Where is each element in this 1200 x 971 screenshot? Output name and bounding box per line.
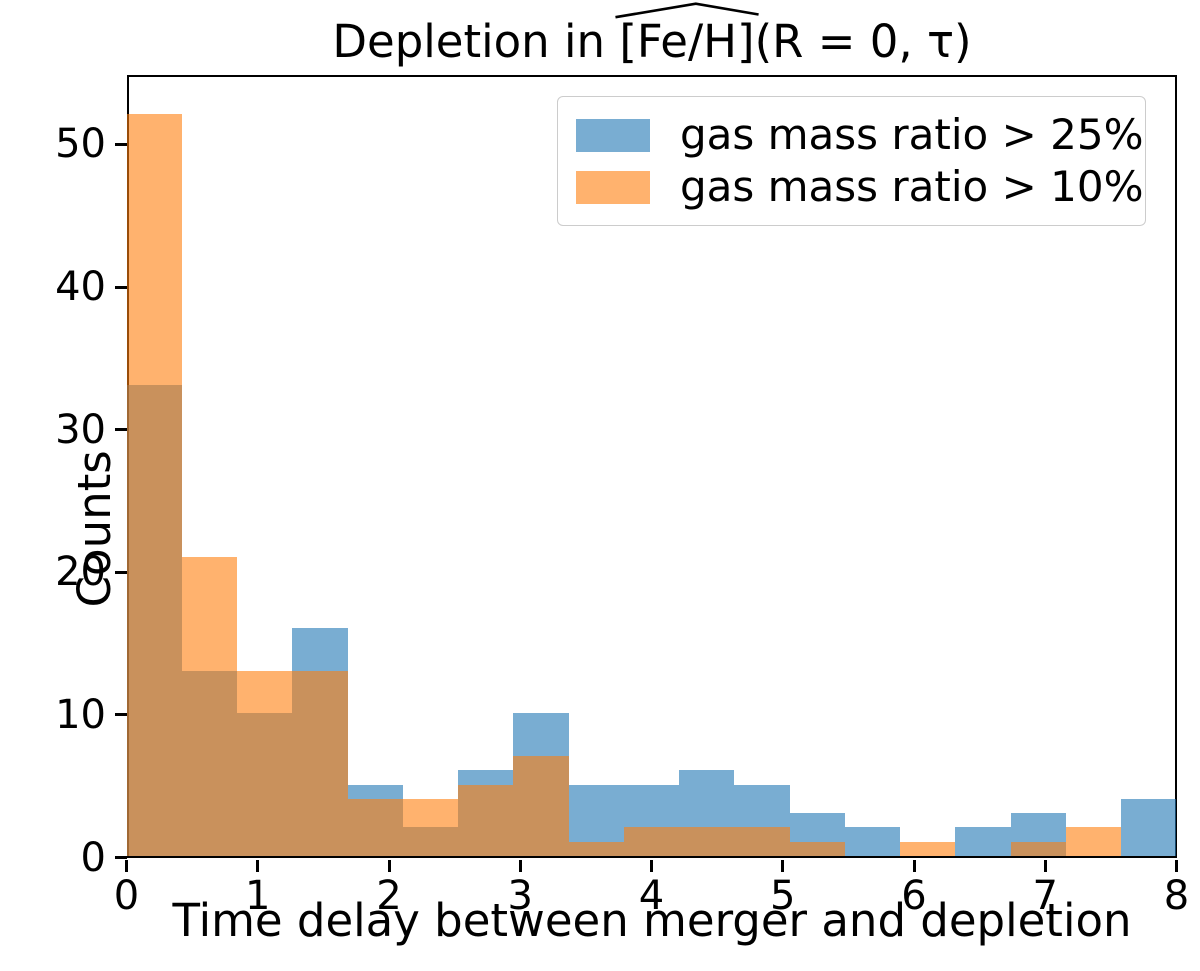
y-tick-mark (115, 428, 127, 432)
x-tick-label: 8 (1163, 873, 1190, 919)
chart-title: Depletion in [Fe/H](R = 0, τ) (127, 14, 1177, 70)
y-tick-mark (115, 285, 127, 289)
x-tick-mark (256, 860, 260, 872)
y-tick-label: 40 (55, 264, 106, 310)
x-tick-mark (1175, 860, 1178, 872)
histogram-bar-series2-bin11 (679, 827, 735, 856)
x-tick-label: 0 (113, 873, 140, 919)
histogram-bar-series2-bin15 (900, 841, 956, 856)
legend-label: gas mass ratio > 10% (680, 162, 1144, 211)
x-tick-label: 4 (638, 873, 665, 919)
x-tick-mark (1043, 860, 1047, 872)
y-tick-mark (115, 856, 127, 859)
widehat-icon (614, 1, 760, 19)
x-tick-label: 1 (245, 873, 271, 919)
chart-title-hatted: [Fe/H] (619, 15, 755, 68)
histogram-bar-series2-bin8 (513, 756, 569, 856)
legend-swatch-icon (576, 118, 650, 152)
histogram-bar-series2-bin10 (623, 827, 680, 856)
histogram-bar-series2-bin5 (347, 798, 403, 856)
x-tick-mark (387, 860, 391, 872)
histogram-bar-series1-bin14 (844, 827, 901, 856)
y-tick-label: 10 (55, 691, 106, 738)
histogram-bar-series2-bin1 (126, 114, 182, 856)
legend-entry-1: gas mass ratio > 25% (576, 114, 1143, 156)
histogram-bar-series2-bin7 (458, 784, 514, 856)
widehat-accent-group: [Fe/H] (619, 14, 754, 70)
y-tick-label: 20 (55, 549, 106, 596)
x-tick-label: 6 (901, 873, 927, 919)
y-tick-mark (115, 570, 127, 574)
histogram-bar-series2-bin18 (1065, 827, 1122, 856)
histogram-bar-series1-bin16 (955, 827, 1011, 856)
legend-swatch-icon (576, 170, 650, 204)
x-tick-mark (912, 860, 916, 872)
legend-label: gas mass ratio > 25% (680, 110, 1144, 159)
histogram-bar-series2-bin12 (734, 827, 790, 856)
chart-title-prefix: Depletion in (332, 15, 620, 68)
histogram-bar-series2-bin6 (402, 798, 459, 856)
y-tick-mark (115, 142, 127, 146)
x-tick-label: 3 (507, 873, 533, 919)
y-tick-mark (115, 713, 127, 717)
histogram-bar-series2-bin9 (568, 841, 624, 856)
histogram-bar-series2-bin2 (181, 556, 238, 856)
histogram-bar-series1-bin19 (1121, 798, 1177, 856)
y-tick-label: 0 (80, 834, 106, 881)
y-tick-label: 50 (55, 121, 106, 168)
histogram-bar-series2-bin17 (1010, 841, 1066, 856)
x-tick-mark (125, 860, 128, 872)
x-tick-label: 5 (770, 873, 796, 919)
legend-entry-2: gas mass ratio > 10% (576, 166, 1143, 208)
histogram-bar-series2-bin4 (292, 670, 348, 856)
histogram-bar-series2-bin3 (237, 670, 293, 856)
x-tick-label: 2 (376, 873, 402, 919)
y-tick-label: 30 (55, 406, 106, 453)
chart-title-suffix: (R = 0, τ) (754, 15, 972, 68)
x-axis-label: Time delay between merger and depletion (172, 894, 1132, 947)
x-tick-label: 7 (1032, 873, 1058, 919)
x-tick-mark (650, 860, 653, 872)
x-tick-mark (781, 860, 785, 872)
histogram-bar-series2-bin13 (789, 841, 845, 856)
x-tick-mark (518, 860, 522, 872)
legend: gas mass ratio > 25% gas mass ratio > 10% (557, 96, 1146, 226)
